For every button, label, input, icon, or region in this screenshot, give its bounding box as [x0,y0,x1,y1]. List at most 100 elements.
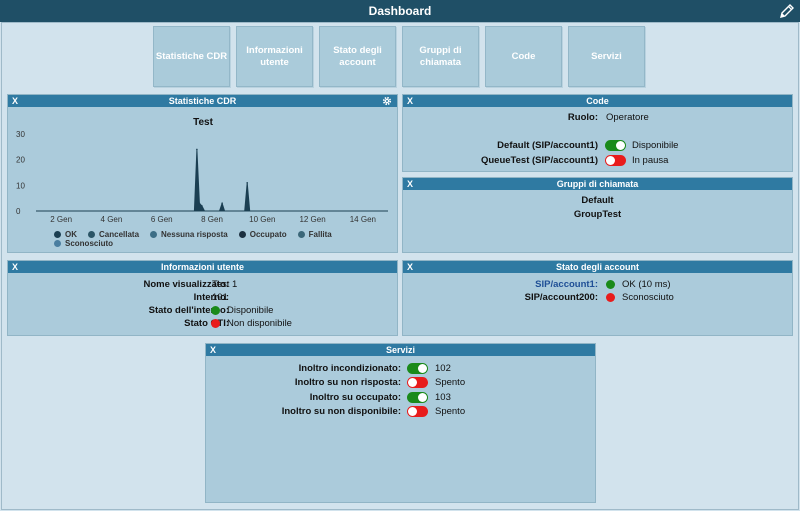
display-name-label: Nome visualizzato: [143,279,229,290]
legend-label: Nessuna risposta [161,230,228,239]
queue-name: QueueTest (SIP/account1) [480,155,598,166]
close-icon[interactable]: X [407,262,414,272]
series-area-ok [36,149,388,212]
code-panel: X Code Ruolo: Operatore Default (SIP/acc… [402,94,793,172]
legend-dot [88,231,95,238]
cdr-panel-header: X Statistiche CDR [8,95,397,107]
info-row: Interno: 101 [8,291,399,304]
ext-state-label: Stato dell'interno: [148,305,229,316]
dashboard-frame [1,22,799,510]
x-tick-label: 10 Gen [249,215,275,224]
cdr-panel: X Statistiche CDR Test 0 10 20 30 2 Gen 4 Gen 6… [7,94,398,253]
account-status: Sconosciuto [622,292,674,303]
queue-row: QueueTest (SIP/account1) In pausa [403,154,794,167]
legend-item[interactable]: Sconosciuto [54,239,113,248]
status-dot [211,306,220,315]
data-point [246,182,248,184]
cti-value: Non disponibile [227,318,292,329]
service-toggle[interactable] [407,363,428,374]
legend-label: Sconosciuto [65,239,114,248]
servizi-panel: X Servizi Inoltro incondizionato: 102 In… [205,343,596,503]
tile-statistiche-cdr[interactable]: Statistiche CDR [153,26,230,87]
account-name: SIP/account200: [524,292,598,303]
page-title: Dashboard [368,4,432,18]
service-row: Inoltro su occupato: 103 [206,391,597,404]
close-icon[interactable]: X [407,179,414,189]
service-value: 103 [435,392,451,403]
legend-item[interactable]: Nessuna risposta [150,230,228,239]
servizi-panel-header: X Servizi [206,344,595,356]
queue-toggle[interactable] [605,155,626,166]
queue-row: Default (SIP/account1) Disponibile [403,139,794,152]
legend-item[interactable]: Cancellata [88,230,139,239]
close-icon[interactable]: X [407,96,414,106]
info-panel-header: X Informazioni utente [8,261,397,273]
cdr-panel-title: Statistiche CDR [168,96,237,106]
service-value: 102 [435,363,451,374]
data-point [196,148,198,151]
account-row: SIP/account1: OK (10 ms) [403,278,794,291]
queue-toggle[interactable] [605,140,626,151]
legend-item[interactable]: Fallita [297,230,332,239]
service-toggle[interactable] [407,377,428,388]
legend-label: Occupato [249,230,287,239]
close-icon[interactable]: X [210,345,217,355]
close-icon[interactable]: X [12,262,19,272]
y-tick-label: 10 [16,181,25,190]
legend-dot [54,240,61,247]
cti-label: Stato CTI: [184,318,229,329]
legend-label: Cancellata [99,230,140,239]
service-row: Inoltro su non risposta: Spento [206,376,597,389]
legend-label: Fallita [308,230,332,239]
data-point [198,202,201,205]
accounts-panel: X Stato degli account SIP/account1: OK (… [402,260,793,336]
tile-stato-account[interactable]: Stato degli account [319,26,396,87]
tile-servizi[interactable]: Servizi [568,26,645,87]
x-tick-label: 12 Gen [299,215,325,224]
service-toggle[interactable] [407,392,428,403]
legend-dot [54,231,61,238]
gruppi-panel-header: X Gruppi di chiamata [403,178,792,190]
x-tick-label: 8 Gen [201,215,223,224]
tile-informazioni-utente[interactable]: Informazioni utente [236,26,313,87]
legend-item[interactable]: OK [54,230,77,239]
x-tick-label: 4 Gen [101,215,123,224]
gear-icon[interactable] [382,96,392,106]
close-icon[interactable]: X [12,96,19,106]
pencil-icon[interactable] [779,3,795,19]
legend-dot [238,231,246,238]
x-tick-label: 6 Gen [151,215,173,224]
legend-item[interactable]: Occupato [238,230,287,239]
info-row: Stato dell'interno: Disponibile [8,304,399,317]
y-tick-label: 0 [16,207,21,216]
queue-status: In pausa [632,155,669,166]
status-dot [606,293,615,302]
status-dot [606,280,615,289]
tile-gruppi-chiamata[interactable]: Gruppi di chiamata [402,26,479,87]
gruppi-panel-title: Gruppi di chiamata [556,179,639,189]
group-item[interactable]: GroupTest [573,209,622,220]
ext-state-value: Disponibile [227,305,274,316]
queue-name: Default (SIP/account1) [497,140,598,151]
account-link[interactable]: SIP/account1: [535,279,598,290]
extension-value: 101 [212,292,228,303]
service-toggle[interactable] [407,406,428,417]
accounts-panel-header: X Stato degli account [403,261,792,273]
legend-dot [150,231,158,238]
tile-code[interactable]: Code [485,26,562,87]
role-row: Ruolo: Operatore [403,111,794,124]
display-name-value: Test 1 [212,279,238,290]
service-row: Inoltro su non disponibile: Spento [206,405,597,418]
code-panel-header: X Code [403,95,792,107]
account-status: OK (10 ms) [622,279,671,290]
servizi-panel-title: Servizi [385,345,416,355]
info-row: Nome visualizzato: Test 1 [8,278,399,291]
cdr-legend: OK Cancellata Nessuna risposta Occupato Fall… [54,230,384,248]
account-row: SIP/account200: Sconosciuto [403,291,794,304]
service-value: Spento [435,406,466,417]
service-value: Spento [435,377,466,388]
info-panel-title: Informazioni utente [161,262,244,272]
group-item[interactable]: Default [581,195,614,206]
cdr-chart: Test 0 10 20 30 2 Gen 4 Gen 6 Gen 8 Gen 10 Gen 12 … [16,117,388,224]
accounts-panel-title: Stato degli account [555,262,639,272]
